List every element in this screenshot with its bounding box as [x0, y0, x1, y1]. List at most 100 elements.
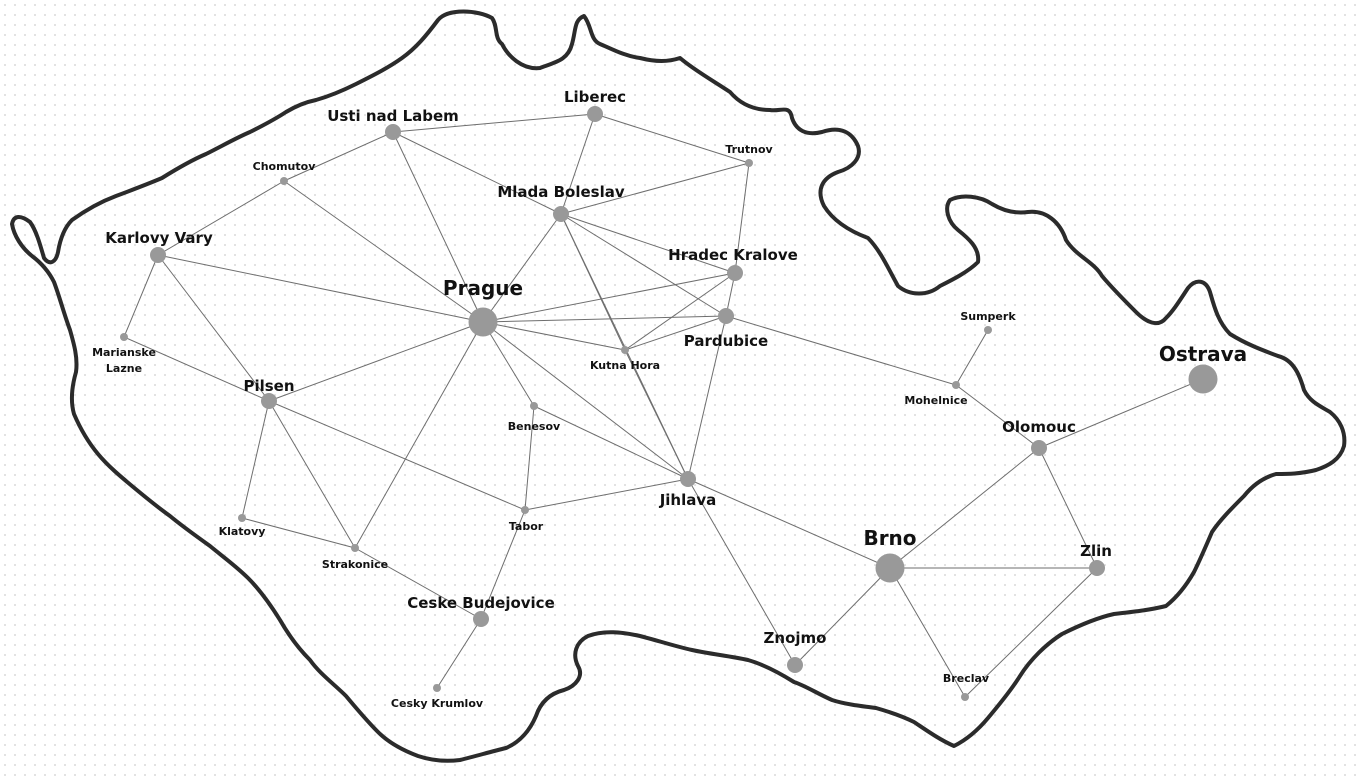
cities-layer: [120, 106, 1218, 701]
connection-olomouc-mohelnice: [955, 384, 1040, 449]
city-label-kutna: Kutna Hora: [590, 359, 660, 372]
city-label-ceske: Ceske Budejovice: [407, 594, 555, 612]
country-border: [10, 9, 1347, 763]
connection-karlovy-marianske: [123, 254, 159, 338]
city-node-zlin[interactable]: [1089, 560, 1105, 576]
connection-klatovy-strakonice: [241, 517, 356, 549]
city-node-prague[interactable]: [468, 307, 498, 337]
connection-olomouc-zlin: [1038, 447, 1098, 569]
city-node-mlada[interactable]: [553, 206, 569, 222]
city-node-olomouc[interactable]: [1031, 440, 1047, 456]
city-node-liberec[interactable]: [587, 106, 603, 122]
connections-layer: [123, 113, 1204, 698]
city-label-marianske: Marianske Lazne: [92, 346, 156, 375]
connection-jihlava-brno: [687, 478, 891, 569]
city-node-ceske[interactable]: [473, 611, 489, 627]
city-node-brno[interactable]: [875, 553, 905, 583]
city-label-chomutov: Chomutov: [253, 160, 317, 173]
city-node-marianske[interactable]: [120, 333, 128, 341]
connection-prague-jihlava: [482, 321, 689, 480]
connection-mlada-prague: [482, 213, 562, 323]
connection-tabor-ceske: [480, 509, 526, 620]
city-node-cesky[interactable]: [433, 684, 441, 692]
connection-prague-hradec: [482, 272, 736, 323]
city-node-znojmo[interactable]: [787, 657, 803, 673]
city-label-strakonice: Strakonice: [322, 558, 388, 571]
city-label-pardubice: Pardubice: [684, 332, 768, 350]
connection-usti-liberec: [392, 113, 596, 133]
connection-benesov-jihlava: [533, 405, 689, 480]
connection-brno-breclav: [889, 567, 966, 698]
city-node-kutna[interactable]: [621, 346, 629, 354]
city-node-trutnov[interactable]: [745, 159, 753, 167]
connection-pardubice-jihlava: [687, 315, 727, 480]
city-label-sumperk: Sumperk: [960, 310, 1016, 323]
connection-liberec-mlada: [560, 113, 596, 215]
city-label-karlovy: Karlovy Vary: [105, 229, 213, 247]
city-label-zlin: Zlin: [1080, 542, 1112, 560]
city-node-chomutov[interactable]: [280, 177, 288, 185]
connection-strakonice-ceske: [354, 547, 482, 620]
connection-pilsen-strakonice: [268, 400, 356, 549]
connection-pilsen-tabor: [268, 400, 526, 511]
city-label-znojmo: Znojmo: [764, 629, 827, 647]
connection-trutnov-hradec: [734, 162, 750, 274]
connection-chomutov-karlovy: [157, 180, 285, 256]
city-label-olomouc: Olomouc: [1002, 418, 1076, 436]
city-node-mohelnice[interactable]: [952, 381, 960, 389]
city-node-karlovy[interactable]: [150, 247, 166, 263]
city-label-tabor: Tabor: [509, 520, 544, 533]
city-node-sumperk[interactable]: [984, 326, 992, 334]
connection-karlovy-prague: [157, 254, 484, 323]
connection-prague-strakonice: [354, 321, 484, 549]
connection-karlovy-pilsen: [157, 254, 270, 402]
city-label-brno: Brno: [863, 526, 916, 550]
connection-usti-mlada: [392, 131, 562, 215]
connection-prague-pardubice: [482, 315, 727, 323]
city-label-liberec: Liberec: [564, 88, 626, 106]
connection-ceske-cesky: [436, 618, 482, 689]
connection-benesov-tabor: [524, 405, 535, 511]
city-label-klatovy: Klatovy: [219, 525, 266, 538]
city-label-pilsen: Pilsen: [243, 377, 294, 395]
city-label-cesky: Cesky Krumlov: [391, 697, 484, 710]
city-node-pardubice[interactable]: [718, 308, 734, 324]
connection-chomutov-prague: [283, 180, 484, 323]
connection-prague-pilsen: [268, 321, 484, 402]
labels-layer: Prague Brno Ostrava Usti nad Labem Liberec Ml…: [92, 88, 1247, 710]
connection-hradec-kutna: [624, 272, 736, 351]
connection-pardubice-kutna: [624, 315, 727, 351]
city-label-jihlava: Jihlava: [659, 491, 717, 509]
city-label-usti: Usti nad Labem: [327, 107, 459, 125]
connection-tabor-jihlava: [524, 478, 689, 511]
connection-mlada-trutnov: [560, 162, 750, 215]
connection-prague-kutna: [482, 321, 626, 351]
city-node-strakonice[interactable]: [351, 544, 359, 552]
connection-liberec-trutnov: [594, 113, 750, 164]
connection-brno-znojmo: [794, 567, 891, 666]
city-label-hradec: Hradec Kralove: [668, 246, 798, 264]
connection-mlada-hradec: [560, 213, 736, 274]
connection-kutna-jihlava: [624, 349, 689, 480]
city-node-ostrava[interactable]: [1188, 364, 1218, 394]
connection-olomouc-ostrava: [1038, 378, 1204, 449]
city-node-benesov[interactable]: [530, 402, 538, 410]
connection-pardubice-mohelnice: [725, 315, 957, 386]
city-node-tabor[interactable]: [521, 506, 529, 514]
connection-usti-chomutov: [283, 131, 394, 182]
city-label-mlada: Mlada Boleslav: [497, 183, 625, 201]
city-label-ostrava: Ostrava: [1159, 342, 1247, 366]
connection-usti-prague: [392, 131, 484, 323]
city-node-pilsen[interactable]: [261, 393, 277, 409]
connection-brno-olomouc: [889, 447, 1040, 569]
connection-mohelnice-sumperk: [955, 329, 989, 386]
city-node-jihlava[interactable]: [680, 471, 696, 487]
city-label-mohelnice: Mohelnice: [904, 394, 967, 407]
connection-marianske-pilsen: [123, 336, 270, 402]
city-label-prague: Prague: [443, 276, 523, 300]
city-node-breclav[interactable]: [961, 693, 969, 701]
city-node-klatovy[interactable]: [238, 514, 246, 522]
city-node-usti[interactable]: [385, 124, 401, 140]
city-node-hradec[interactable]: [727, 265, 743, 281]
